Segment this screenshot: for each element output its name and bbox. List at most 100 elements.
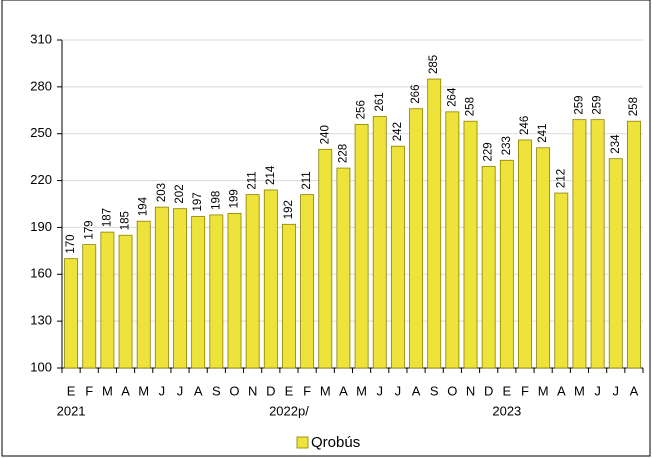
x-tick-label: E xyxy=(67,383,76,398)
y-tick-label: 160 xyxy=(30,266,52,281)
value-label: 170 xyxy=(65,234,77,253)
bar xyxy=(409,108,423,369)
value-label: 246 xyxy=(519,116,531,135)
value-label: 242 xyxy=(392,122,404,141)
x-group-label: 2023 xyxy=(492,403,521,418)
y-tick-label: 220 xyxy=(30,172,52,187)
value-label: 229 xyxy=(483,142,495,161)
x-tick-label: A xyxy=(412,383,421,398)
value-label: 187 xyxy=(101,208,113,227)
value-label: 197 xyxy=(192,192,204,211)
bar xyxy=(372,116,387,369)
value-label: 258 xyxy=(628,97,640,116)
value-label: 259 xyxy=(573,95,585,114)
x-tick-label: A xyxy=(557,383,566,398)
x-tick-label: M xyxy=(574,383,585,398)
bar xyxy=(354,123,369,369)
x-tick-label: F xyxy=(85,383,93,398)
x-tick-label: J xyxy=(159,383,166,398)
y-tick-label: 280 xyxy=(30,78,52,93)
bar xyxy=(499,159,514,369)
value-label: 211 xyxy=(301,171,313,189)
value-label: 202 xyxy=(174,184,186,203)
value-label: 214 xyxy=(265,165,277,185)
x-tick-label: A xyxy=(339,383,348,398)
bar xyxy=(518,139,532,369)
y-tick-label: 130 xyxy=(30,313,52,328)
x-tick-label: N xyxy=(466,383,475,398)
x-tick-label: J xyxy=(395,383,402,398)
bar xyxy=(590,119,605,369)
x-tick-label: M xyxy=(102,383,113,398)
x-tick-label: O xyxy=(447,383,457,398)
value-label: 264 xyxy=(446,87,458,107)
value-label: 203 xyxy=(156,183,168,202)
bar xyxy=(263,189,278,369)
x-tick-label: M xyxy=(320,383,331,398)
value-label: 199 xyxy=(229,189,241,208)
value-label: 261 xyxy=(374,92,386,111)
bar xyxy=(100,231,115,369)
x-tick-label: A xyxy=(194,383,203,398)
bar xyxy=(481,166,496,369)
value-label: 185 xyxy=(120,211,132,230)
value-label: 194 xyxy=(138,196,150,216)
value-label: 285 xyxy=(428,55,440,74)
value-label: 198 xyxy=(210,191,222,210)
x-tick-label: D xyxy=(484,383,493,398)
x-tick-label: D xyxy=(266,383,275,398)
y-tick-label: 100 xyxy=(30,359,52,374)
x-tick-label: S xyxy=(212,383,221,398)
bar xyxy=(463,120,478,369)
x-tick-label: M xyxy=(538,383,549,398)
value-label: 241 xyxy=(537,124,549,143)
x-tick-label: M xyxy=(138,383,149,398)
bar xyxy=(390,145,405,369)
bar xyxy=(227,212,242,369)
bar xyxy=(118,234,133,369)
value-label: 256 xyxy=(356,100,368,119)
bar xyxy=(300,194,315,369)
x-tick-label: F xyxy=(521,383,529,398)
y-tick-label: 310 xyxy=(30,31,52,46)
value-label: 192 xyxy=(283,200,295,219)
x-tick-label: J xyxy=(177,383,184,398)
bar xyxy=(536,147,551,369)
x-tick-label: S xyxy=(430,383,439,398)
bar xyxy=(554,192,569,369)
value-label: 228 xyxy=(337,144,349,163)
value-label: 234 xyxy=(610,134,622,154)
x-tick-label: F xyxy=(303,383,311,398)
value-label: 179 xyxy=(83,220,95,239)
x-tick-label: M xyxy=(356,383,367,398)
bar xyxy=(209,214,224,369)
bar xyxy=(245,194,260,369)
bar xyxy=(191,216,206,369)
x-tick-label: A xyxy=(121,383,130,398)
bar xyxy=(82,244,97,369)
x-tick-label: O xyxy=(229,383,239,398)
x-tick-label: A xyxy=(630,383,639,398)
bar xyxy=(173,208,187,369)
x-tick-label: N xyxy=(248,383,257,398)
x-tick-label: E xyxy=(502,383,511,398)
x-tick-label: J xyxy=(376,383,383,398)
value-label: 258 xyxy=(465,97,477,116)
bar xyxy=(626,120,641,369)
bar xyxy=(136,220,151,369)
value-label: 233 xyxy=(501,136,513,155)
bar xyxy=(572,119,587,369)
x-group-label: 2021 xyxy=(57,403,86,418)
x-group-label: 2022p/ xyxy=(269,403,309,418)
bar xyxy=(427,78,442,369)
value-label: 259 xyxy=(592,95,604,114)
legend-swatch xyxy=(296,436,309,449)
value-label: 240 xyxy=(319,125,331,144)
y-tick-label: 250 xyxy=(30,125,52,140)
bar xyxy=(318,148,333,369)
bar xyxy=(64,258,79,369)
value-label: 212 xyxy=(555,169,567,188)
bar xyxy=(608,158,623,369)
